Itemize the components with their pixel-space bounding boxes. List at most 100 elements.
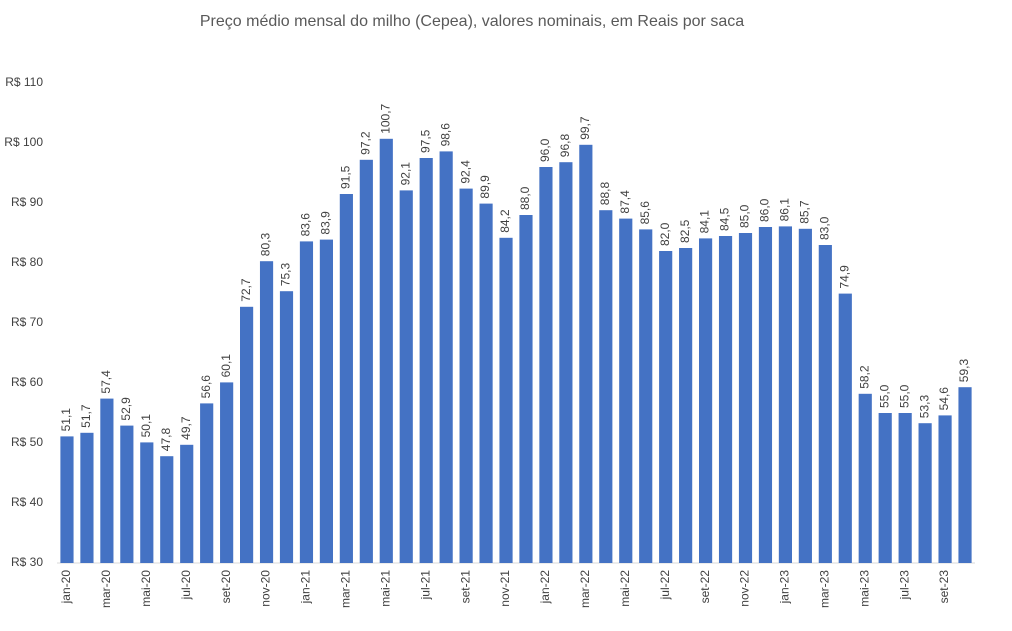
- bar: [60, 436, 74, 563]
- x-tick-label: set-21: [458, 570, 472, 604]
- bar: [758, 227, 773, 563]
- data-label: 100,7: [378, 103, 392, 133]
- chart-title: Preço médio mensal do milho (Cepea), val…: [200, 13, 744, 30]
- x-tick-label: mai-21: [378, 570, 392, 607]
- y-tick-label: R$ 70: [11, 315, 43, 329]
- x-tick-label: jan-23: [778, 570, 792, 605]
- bar: [240, 306, 254, 563]
- data-label: 86,0: [758, 198, 772, 222]
- x-tick-label: mar-21: [339, 570, 353, 608]
- data-label: 88,8: [598, 182, 612, 206]
- x-tick-label: mai-20: [139, 570, 153, 607]
- x-tick-label: mar-22: [578, 570, 592, 608]
- bar: [778, 226, 792, 563]
- x-tick-label: set-20: [219, 570, 233, 604]
- x-tick-label: jan-22: [538, 570, 552, 605]
- x-tick-label: nov-21: [498, 570, 512, 607]
- data-label: 50,1: [139, 414, 153, 438]
- data-label: 96,8: [558, 134, 572, 158]
- bar: [80, 432, 94, 563]
- x-tick-label: jan-21: [299, 570, 313, 605]
- data-label: 89,9: [478, 175, 492, 199]
- data-label: 74,9: [837, 265, 851, 289]
- data-label: 91,5: [339, 165, 353, 189]
- bar: [339, 194, 353, 563]
- data-label: 54,6: [937, 387, 951, 411]
- bar: [718, 236, 733, 563]
- bar: [439, 151, 453, 563]
- x-tick-label: jan-20: [59, 570, 73, 605]
- data-label: 58,2: [857, 365, 871, 389]
- data-label: 51,7: [79, 404, 93, 428]
- y-tick-label: R$ 80: [11, 255, 43, 269]
- bar: [738, 233, 753, 563]
- data-label: 99,7: [578, 116, 592, 140]
- y-tick-label: R$ 40: [11, 495, 43, 509]
- bar: [279, 291, 294, 563]
- y-tick-label: R$ 50: [11, 435, 43, 449]
- bar: [100, 398, 114, 563]
- bar: [798, 228, 812, 564]
- bar: [898, 413, 912, 563]
- data-label: 82,0: [658, 222, 672, 246]
- data-label: 86,1: [778, 198, 792, 222]
- bar: [579, 144, 593, 564]
- data-label: 85,0: [738, 204, 752, 228]
- x-tick-label: mar-20: [99, 570, 113, 608]
- data-label: 51,1: [59, 408, 73, 432]
- data-label: 84,5: [718, 207, 732, 231]
- bar: [958, 387, 972, 563]
- data-label: 53,3: [917, 395, 931, 419]
- data-label: 56,6: [199, 375, 213, 399]
- bar: [619, 218, 633, 563]
- bar: [858, 393, 872, 563]
- data-label: 83,0: [817, 216, 831, 240]
- bar: [459, 188, 473, 563]
- data-label: 57,4: [99, 370, 113, 394]
- bar: [539, 167, 553, 563]
- data-label: 80,3: [259, 233, 273, 257]
- data-label: 97,2: [358, 131, 372, 155]
- bar: [599, 210, 613, 563]
- bar: [499, 237, 513, 564]
- bar: [220, 382, 234, 563]
- data-label: 55,0: [897, 384, 911, 408]
- bar: [140, 442, 154, 563]
- data-label: 83,6: [299, 213, 313, 237]
- bar: [200, 403, 214, 563]
- x-tick-label: jul-21: [418, 570, 432, 601]
- data-label: 84,2: [498, 209, 512, 233]
- bar: [299, 241, 314, 563]
- bar: [479, 203, 493, 563]
- x-tick-label: mai-22: [618, 570, 632, 607]
- y-tick-label: R$ 90: [11, 195, 43, 209]
- x-tick-label: nov-20: [259, 570, 273, 607]
- data-label: 60,1: [219, 354, 233, 378]
- data-label: 85,6: [638, 201, 652, 225]
- data-label: 96,0: [538, 138, 552, 162]
- data-label: 92,1: [398, 162, 412, 186]
- bar: [659, 251, 673, 563]
- data-label: 47,8: [159, 428, 173, 452]
- bar: [399, 190, 413, 563]
- data-label: 75,3: [279, 263, 293, 287]
- bar: [938, 415, 952, 563]
- bar: [160, 456, 174, 563]
- x-tick-label: set-22: [698, 570, 712, 604]
- data-label: 82,5: [678, 219, 692, 243]
- x-tick-label: set-23: [937, 570, 951, 604]
- bar: [379, 138, 393, 564]
- y-tick-label: R$ 30: [11, 555, 43, 569]
- y-tick-label: R$ 60: [11, 375, 43, 389]
- x-tick-label: nov-22: [738, 570, 752, 607]
- bar: [918, 423, 932, 563]
- bar: [359, 159, 373, 564]
- data-label: 97,5: [418, 129, 432, 153]
- data-label: 92,4: [458, 160, 472, 184]
- x-tick-label: jul-22: [658, 570, 672, 601]
- x-tick-label: mai-23: [857, 570, 871, 607]
- bar: [319, 239, 333, 563]
- bar: [259, 261, 274, 563]
- data-label: 55,0: [877, 384, 891, 408]
